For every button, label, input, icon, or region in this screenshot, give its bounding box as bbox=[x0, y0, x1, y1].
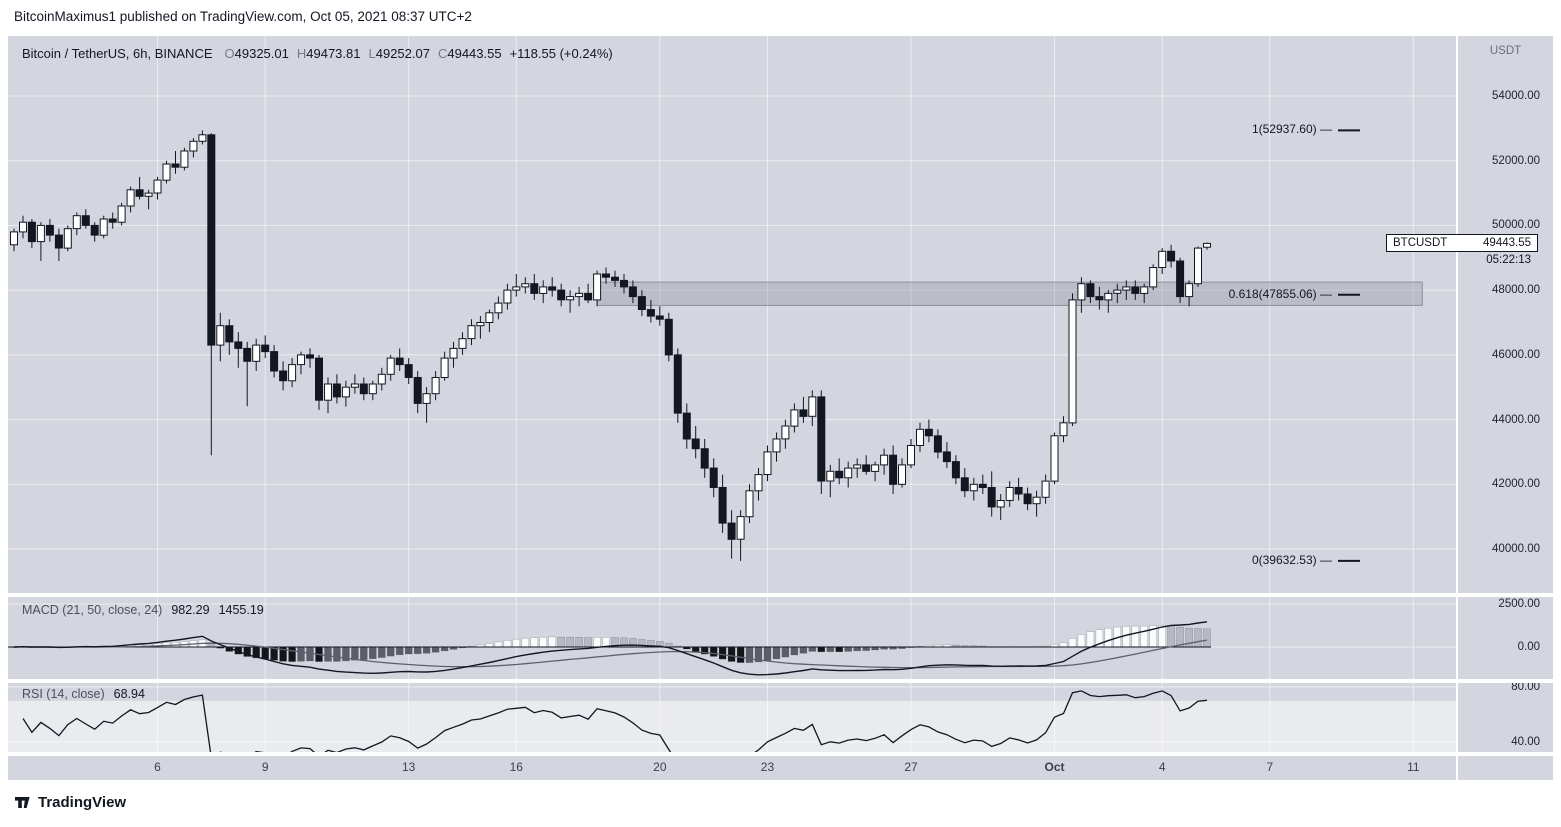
price-axis-label: 50000.00 bbox=[1492, 219, 1540, 232]
fib-level-label: 0.618(47855.06) — bbox=[1228, 286, 1332, 301]
ohlc-high: H49473.81 bbox=[296, 46, 361, 61]
time-axis-label: 7 bbox=[1266, 760, 1274, 774]
price-tag-symbol: BTCUSDT bbox=[1393, 237, 1448, 250]
time-axis-label: 11 bbox=[1407, 760, 1420, 774]
time-axis-label: 20 bbox=[653, 760, 667, 774]
macd-value-a: 982.29 bbox=[171, 603, 210, 617]
ohlc-low: L49252.07 bbox=[368, 46, 430, 61]
macd-axis-label: 0.00 bbox=[1517, 641, 1540, 653]
price-change: +118.55 (+0.24%) bbox=[509, 46, 613, 61]
time-axis-label: 13 bbox=[401, 760, 416, 774]
macd-canvas[interactable] bbox=[8, 597, 1456, 679]
pane-separator bbox=[8, 593, 1553, 597]
pane-separator bbox=[8, 752, 1553, 756]
candlestick-canvas[interactable] bbox=[8, 36, 1456, 593]
macd-pane[interactable]: MACD (21, 50, close, 24) 982.29 1455.19 bbox=[8, 597, 1456, 679]
price-axis-label: 44000.00 bbox=[1492, 413, 1540, 426]
ohlc-close: C49443.55 bbox=[437, 46, 502, 61]
rsi-axis-label: 40.00 bbox=[1511, 736, 1540, 748]
pane-separator bbox=[8, 679, 1553, 683]
macd-axis-label: 2500.00 bbox=[1498, 598, 1540, 610]
macd-title: MACD (21, 50, close, 24) bbox=[22, 603, 163, 617]
time-axis-label: 27 bbox=[904, 760, 918, 774]
symbol-title: Bitcoin / TetherUS, 6h, BINANCE bbox=[22, 46, 213, 61]
rsi-status-line: RSI (14, close) 68.94 bbox=[22, 687, 145, 701]
price-axis-label: 40000.00 bbox=[1492, 543, 1540, 555]
tradingview-logo-icon[interactable] bbox=[14, 794, 31, 811]
fib-level-label: 0(39632.53) — bbox=[1251, 552, 1332, 567]
ohlc-open: O49325.01 bbox=[224, 46, 289, 61]
time-axis-label: 6 bbox=[154, 760, 161, 774]
time-axis[interactable]: 6 9 13 16 20 23 27 Oct 4 7 11 bbox=[8, 756, 1456, 780]
fib-level-label: 1(52937.60) — bbox=[1251, 122, 1332, 137]
footer: TradingView bbox=[14, 794, 126, 811]
time-axis-label: 9 bbox=[261, 760, 269, 774]
rsi-axis-label: 80.00 bbox=[1511, 681, 1540, 693]
price-axis-label: 42000.00 bbox=[1492, 478, 1540, 491]
rsi-pane[interactable]: RSI (14, close) 68.94 bbox=[8, 683, 1456, 752]
currency-label: USDT bbox=[1489, 45, 1522, 57]
price-axis-label: 48000.00 bbox=[1492, 284, 1540, 297]
price-axis[interactable]: USDT 54000.00 52000.00 50000.00 48000.00 460… bbox=[1456, 36, 1553, 780]
tradingview-brand-text[interactable]: TradingView bbox=[38, 794, 127, 811]
time-axis-label: 23 bbox=[760, 760, 775, 774]
price-axis-label: 54000.00 bbox=[1492, 90, 1540, 102]
rsi-value: 68.94 bbox=[113, 687, 145, 701]
countdown-label: 05:22:13 bbox=[1486, 254, 1531, 267]
attribution-text: BitcoinMaximus1 published on TradingView… bbox=[14, 9, 472, 24]
price-axis-label: 46000.00 bbox=[1492, 348, 1540, 361]
price-tag-price: 49443.55 bbox=[1483, 237, 1531, 250]
macd-value-b: 1455.19 bbox=[218, 603, 264, 617]
rsi-title: RSI (14, close) bbox=[22, 687, 105, 701]
chart-area: Bitcoin / TetherUS, 6h, BINANCE O49325.0… bbox=[8, 36, 1553, 780]
time-axis-label: 16 bbox=[509, 760, 523, 774]
time-axis-label: Oct bbox=[1044, 760, 1065, 774]
price-axis-label: 52000.00 bbox=[1492, 154, 1540, 167]
main-price-pane[interactable]: Bitcoin / TetherUS, 6h, BINANCE O49325.0… bbox=[8, 36, 1456, 593]
time-axis-label: 4 bbox=[1158, 760, 1166, 774]
last-price-tag: BTCUSDT 49443.55 bbox=[1386, 234, 1538, 253]
rsi-canvas[interactable] bbox=[8, 683, 1456, 752]
attribution-bar: BitcoinMaximus1 published on TradingView… bbox=[0, 0, 1561, 36]
macd-status-line: MACD (21, 50, close, 24) 982.29 1455.19 bbox=[22, 603, 264, 617]
symbol-ohlc-header: Bitcoin / TetherUS, 6h, BINANCE O49325.0… bbox=[22, 46, 613, 61]
